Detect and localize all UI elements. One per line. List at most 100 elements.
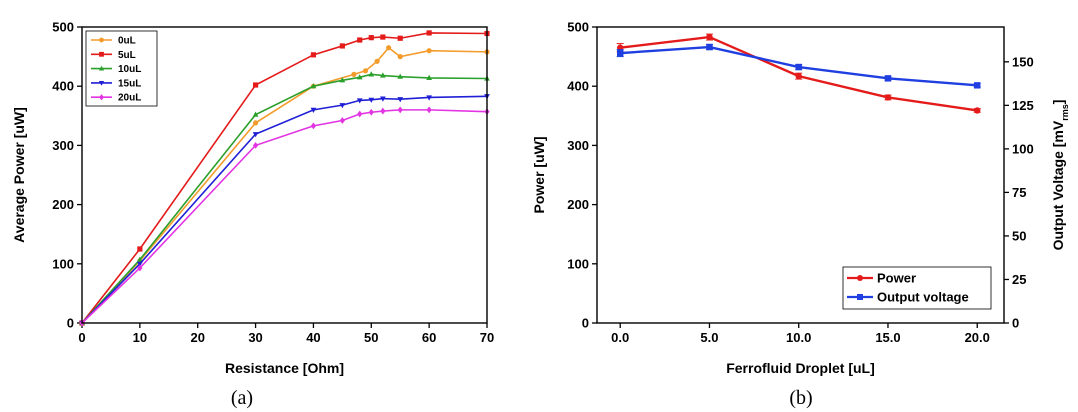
- x-axis-title: Ferrofluid Droplet [uL]: [726, 360, 875, 376]
- legend-marker: [98, 80, 105, 86]
- x-tick-label: 0.0: [611, 330, 629, 345]
- series-line: [81, 109, 488, 324]
- x-tick-label: 70: [480, 330, 494, 345]
- legend-marker: [99, 51, 104, 57]
- data-point: [368, 108, 374, 116]
- series-15uL: [79, 94, 490, 327]
- y-tick-label: 100: [567, 256, 589, 271]
- data-point: [380, 34, 386, 40]
- data-point: [706, 33, 713, 41]
- data-point: [397, 97, 404, 103]
- data-point: [339, 43, 345, 49]
- y-tick-label: 500: [567, 20, 589, 35]
- y-tick-label: 100: [52, 256, 74, 271]
- panel-a: 0 10 20 30 40 50 60 70 0 100 200 300 400 500 0uL 5uL 10u…: [11, 20, 494, 410]
- series-line: [81, 95, 488, 324]
- data-point: [795, 63, 802, 71]
- series-line: [81, 73, 488, 324]
- series-Output voltage: [616, 43, 981, 89]
- data-point: [362, 68, 369, 74]
- data-point: [397, 35, 403, 41]
- x-axis-title: Resistance [Ohm]: [225, 360, 344, 376]
- data-point: [339, 77, 346, 83]
- y-tick-label: 200: [52, 197, 74, 212]
- data-point: [397, 73, 404, 79]
- data-point: [351, 71, 357, 77]
- data-point: [310, 122, 317, 130]
- panel-label: (a): [231, 387, 253, 409]
- legend-marker: [857, 275, 863, 281]
- plot-frame: [596, 26, 1005, 324]
- legend-marker: [857, 294, 863, 300]
- y-right-tick-label: 150: [1012, 54, 1034, 69]
- plot-frame: [81, 26, 488, 324]
- legend-label: Output voltage: [877, 290, 969, 305]
- data-point: [974, 82, 981, 89]
- y-tick-label: 0: [67, 316, 74, 331]
- legend-marker: [99, 94, 104, 101]
- x-tick-label: 5.0: [700, 330, 718, 345]
- data-point: [884, 75, 892, 82]
- data-point: [356, 98, 363, 104]
- y-tick-label: 300: [52, 138, 74, 153]
- y-right-tick-label: 100: [1012, 141, 1034, 156]
- y-right-tick-label: 125: [1012, 98, 1034, 113]
- data-point: [252, 82, 259, 88]
- data-point: [706, 43, 713, 51]
- data-point: [137, 246, 143, 252]
- y-tick-label: 300: [567, 138, 589, 153]
- y-right-axis-title: Output Voltage [mVrms]: [1050, 100, 1070, 251]
- legend-label: 5uL: [118, 50, 136, 61]
- y-tick-label: 400: [567, 79, 589, 94]
- y-right-tick-label: 25: [1012, 272, 1026, 287]
- data-point: [426, 48, 432, 54]
- data-point: [426, 30, 432, 36]
- data-point: [368, 35, 374, 41]
- series-20uL: [79, 106, 490, 327]
- y-axis-title: Power [uW]: [531, 137, 547, 214]
- data-point: [380, 107, 386, 115]
- data-point: [252, 132, 259, 138]
- data-point: [252, 120, 259, 126]
- data-point: [357, 110, 363, 118]
- legend-box: [842, 266, 992, 310]
- data-point: [310, 83, 317, 89]
- y-right-tick-label: 0: [1012, 316, 1019, 331]
- x-tick-label: 60: [422, 330, 436, 345]
- x-tick-label: 15.0: [875, 330, 900, 345]
- data-point: [426, 106, 432, 114]
- x-tick-label: 0: [78, 330, 85, 345]
- series-Power: [616, 33, 981, 114]
- legend-label: 10uL: [118, 64, 141, 75]
- series-10uL: [79, 71, 490, 326]
- legend-label: Power: [877, 271, 916, 286]
- x-tick-label: 10: [133, 330, 147, 345]
- data-point: [252, 142, 259, 149]
- panel-label: (b): [789, 387, 812, 409]
- data-point: [374, 58, 380, 64]
- y-tick-label: 0: [582, 316, 589, 331]
- legend-marker: [99, 37, 104, 43]
- data-point: [426, 95, 433, 101]
- data-point: [368, 71, 375, 77]
- x-tick-label: 20.0: [965, 330, 990, 345]
- data-point: [397, 54, 403, 60]
- legend-label: 15uL: [118, 78, 141, 89]
- data-point: [397, 106, 403, 114]
- legend: Power Output voltage: [842, 266, 992, 310]
- data-point: [310, 107, 317, 113]
- y-right-tick-label: 75: [1012, 185, 1026, 200]
- data-point: [617, 49, 624, 57]
- y-tick-label: 200: [567, 197, 589, 212]
- data-point: [339, 103, 346, 109]
- data-point: [379, 96, 386, 102]
- x-tick-label: 40: [306, 330, 320, 345]
- legend: 0uL 5uL 10uL 15uL 20uL: [85, 30, 158, 107]
- data-point: [426, 74, 433, 80]
- x-tick-label: 30: [248, 330, 262, 345]
- data-point: [357, 37, 363, 43]
- data-point: [795, 72, 802, 80]
- data-point: [310, 52, 317, 58]
